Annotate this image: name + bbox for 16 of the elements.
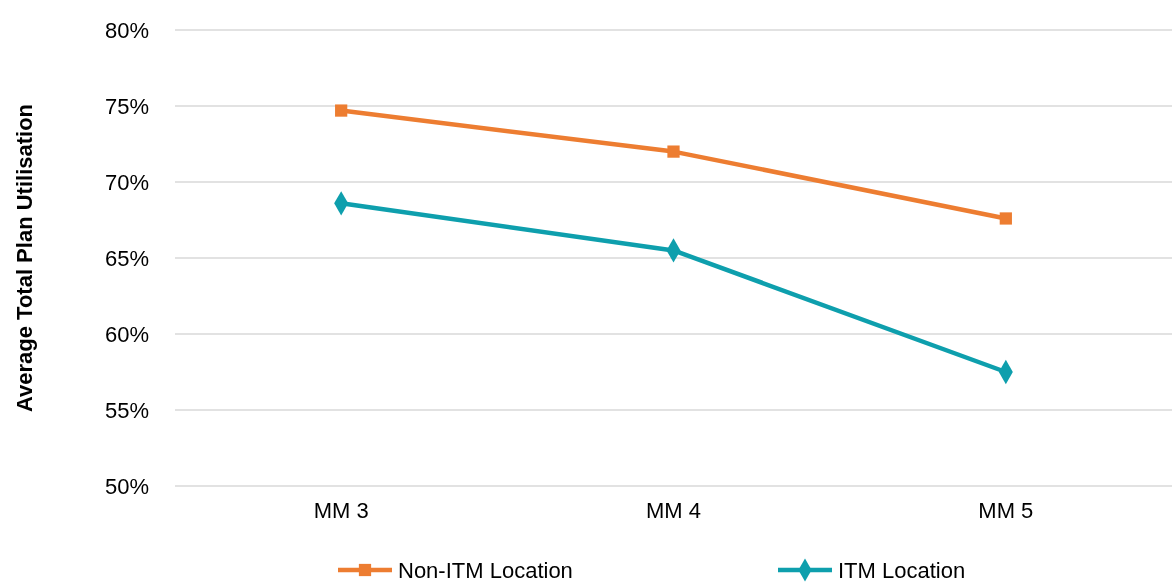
x-tick-label: MM 3 bbox=[313, 497, 369, 523]
legend-label: ITM Location bbox=[838, 557, 966, 583]
x-tick-label: MM 4 bbox=[646, 497, 701, 523]
y-tick-label: 60% bbox=[104, 321, 149, 347]
y-tick-label: 80% bbox=[104, 17, 149, 43]
point bbox=[667, 145, 680, 158]
y-tick-label: 50% bbox=[104, 473, 149, 499]
point bbox=[999, 212, 1012, 225]
x-tick-label: MM 5 bbox=[978, 497, 1034, 523]
y-tick-label: 55% bbox=[104, 397, 149, 423]
y-tick-label: 65% bbox=[104, 245, 149, 271]
point bbox=[335, 104, 348, 117]
y-axis-title: Average Total Plan Utilisation bbox=[12, 103, 37, 413]
y-tick-label: 75% bbox=[104, 93, 149, 119]
legend-label: Non-ITM Location bbox=[398, 557, 573, 583]
y-tick-label: 70% bbox=[104, 169, 149, 195]
